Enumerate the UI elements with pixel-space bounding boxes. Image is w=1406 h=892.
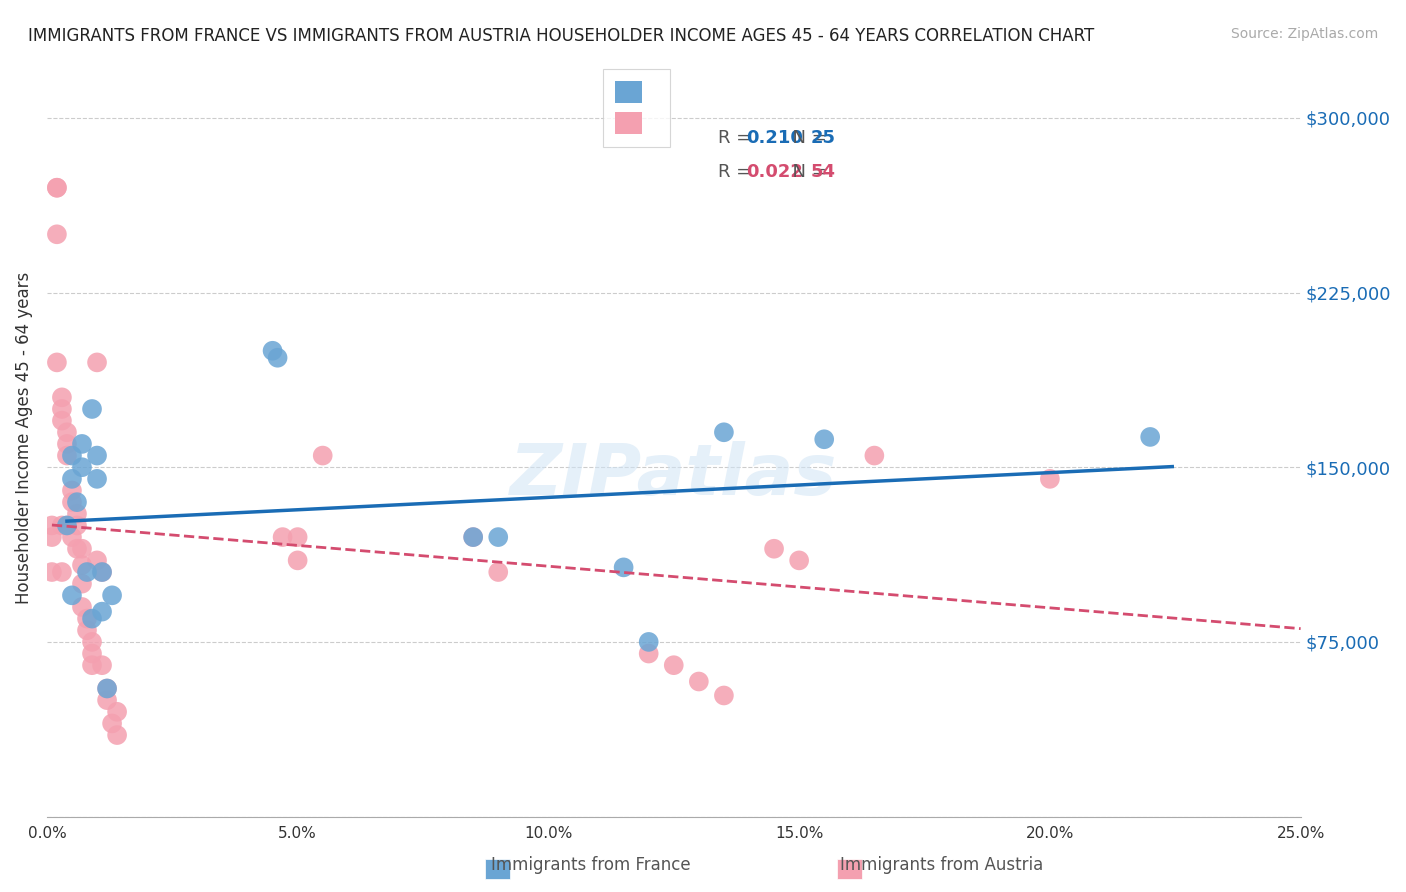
- Point: [96, 693, 118, 707]
- Point: [60, 588, 83, 602]
- Point: [637, 635, 659, 649]
- Point: [60, 495, 83, 509]
- Point: [96, 681, 118, 696]
- Point: [86, 355, 108, 369]
- Point: [56, 518, 79, 533]
- Point: [486, 530, 509, 544]
- Text: ZIPatlas: ZIPatlas: [510, 442, 838, 510]
- Point: [486, 565, 509, 579]
- Text: 54: 54: [810, 163, 835, 181]
- Point: [60, 530, 83, 544]
- Y-axis label: Householder Income Ages 45 - 64 years: Householder Income Ages 45 - 64 years: [15, 272, 32, 604]
- Point: [80, 402, 103, 417]
- Point: [91, 658, 114, 673]
- Text: Immigrants from France: Immigrants from France: [491, 856, 690, 874]
- Legend: , : ,: [603, 69, 669, 147]
- Point: [271, 530, 294, 544]
- Point: [80, 658, 103, 673]
- Point: [287, 553, 309, 567]
- Point: [463, 530, 485, 544]
- Point: [101, 716, 124, 731]
- Point: [86, 553, 108, 567]
- Point: [91, 565, 114, 579]
- Text: 0.022: 0.022: [745, 163, 803, 181]
- Point: [70, 437, 93, 451]
- Point: [51, 402, 73, 417]
- Point: [56, 425, 79, 440]
- Point: [863, 449, 886, 463]
- Point: [787, 553, 810, 567]
- Point: [41, 518, 63, 533]
- Point: [51, 390, 73, 404]
- Point: [1039, 472, 1062, 486]
- Point: [66, 518, 89, 533]
- Point: [91, 565, 114, 579]
- Point: [60, 483, 83, 498]
- Point: [66, 507, 89, 521]
- Point: [80, 635, 103, 649]
- Point: [76, 624, 98, 638]
- Point: [713, 425, 735, 440]
- Point: [56, 437, 79, 451]
- Text: Immigrants from Austria: Immigrants from Austria: [841, 856, 1043, 874]
- Point: [41, 565, 63, 579]
- Point: [70, 599, 93, 614]
- Point: [101, 588, 124, 602]
- Text: R =: R =: [717, 163, 756, 181]
- Text: Source: ZipAtlas.com: Source: ZipAtlas.com: [1230, 27, 1378, 41]
- Point: [96, 681, 118, 696]
- Point: [70, 541, 93, 556]
- Point: [56, 449, 79, 463]
- Point: [76, 565, 98, 579]
- Point: [76, 612, 98, 626]
- Point: [70, 460, 93, 475]
- Point: [45, 180, 67, 194]
- Point: [51, 565, 73, 579]
- Point: [763, 541, 786, 556]
- Point: [262, 343, 284, 358]
- Point: [91, 605, 114, 619]
- Point: [266, 351, 288, 365]
- Point: [813, 432, 835, 446]
- Point: [41, 530, 63, 544]
- Text: R =: R =: [717, 129, 756, 147]
- Point: [105, 705, 128, 719]
- Text: 25: 25: [810, 129, 835, 147]
- Point: [45, 227, 67, 242]
- Point: [45, 180, 67, 194]
- Point: [60, 449, 83, 463]
- Text: N =: N =: [780, 129, 832, 147]
- Point: [105, 728, 128, 742]
- Point: [287, 530, 309, 544]
- Point: [86, 472, 108, 486]
- Text: N =: N =: [780, 163, 832, 181]
- Point: [80, 612, 103, 626]
- Point: [463, 530, 485, 544]
- Point: [86, 449, 108, 463]
- Point: [80, 647, 103, 661]
- Point: [1139, 430, 1161, 444]
- Point: [662, 658, 685, 673]
- Point: [60, 472, 83, 486]
- Text: 0.210: 0.210: [745, 129, 803, 147]
- Point: [66, 541, 89, 556]
- Point: [637, 647, 659, 661]
- Point: [312, 449, 335, 463]
- Point: [51, 414, 73, 428]
- Point: [688, 674, 710, 689]
- Point: [70, 558, 93, 572]
- Text: IMMIGRANTS FROM FRANCE VS IMMIGRANTS FROM AUSTRIA HOUSEHOLDER INCOME AGES 45 - 6: IMMIGRANTS FROM FRANCE VS IMMIGRANTS FRO…: [28, 27, 1094, 45]
- Point: [613, 560, 636, 574]
- Point: [51, 518, 73, 533]
- Point: [56, 518, 79, 533]
- Point: [713, 689, 735, 703]
- Point: [66, 495, 89, 509]
- Point: [70, 576, 93, 591]
- Point: [45, 355, 67, 369]
